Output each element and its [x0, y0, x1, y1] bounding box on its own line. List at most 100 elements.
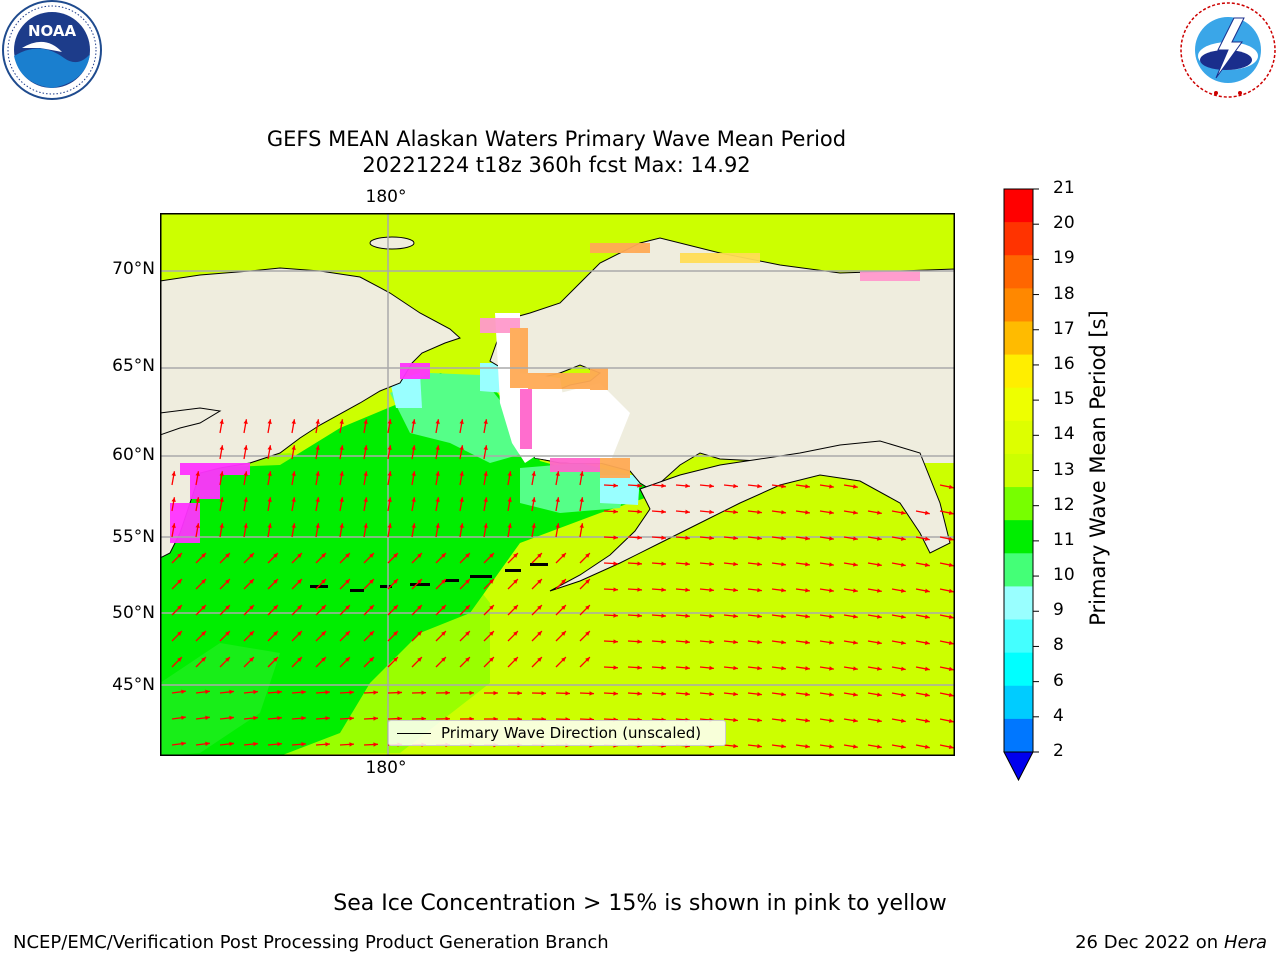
wave-arrow-head: [561, 631, 566, 636]
colorbar-tick-label: 6: [1053, 670, 1064, 691]
wave-arrow-head: [181, 741, 186, 746]
colorbar-segment: [1004, 520, 1033, 554]
wave-arrow-head: [441, 657, 446, 662]
wave-arrow-head: [757, 665, 762, 671]
wave-arrow-head: [315, 497, 320, 503]
wave-arrow-head: [805, 484, 810, 489]
wave-arrow-head: [805, 718, 810, 723]
wave-arrow-head: [876, 588, 882, 593]
wave-arrow-head: [948, 692, 954, 698]
wave-arrow-head: [345, 605, 350, 610]
colorbar-tick-label: 12: [1053, 494, 1075, 515]
wave-arrow-head: [900, 666, 906, 671]
wave-arrow-head: [924, 640, 930, 645]
wave-arrow-head: [513, 553, 518, 558]
wave-arrow-head: [561, 605, 566, 610]
wave-arrow-head: [393, 605, 398, 610]
wave-arrow-head: [757, 717, 762, 723]
wave-arrow-head: [339, 419, 344, 425]
wave-arrow-head: [781, 718, 786, 723]
wave-arrow-head: [387, 523, 392, 529]
colorbar-segment: [1004, 321, 1033, 356]
wave-arrow-head: [757, 561, 762, 567]
wave-arrow-head: [229, 689, 234, 695]
wave-arrow-head: [924, 744, 930, 749]
wave-zone-cyan: [600, 475, 640, 505]
wave-arrow-head: [733, 509, 738, 515]
wave-arrow-head: [613, 535, 618, 540]
wave-arrow-head: [709, 561, 714, 567]
wave-arrow-head: [531, 523, 536, 529]
colorbar-tick-label: 14: [1053, 424, 1075, 445]
wave-arrow-head: [339, 523, 344, 529]
wave-arrow-head: [273, 605, 278, 610]
wave-arrow-head: [315, 445, 320, 451]
wave-arrow-head: [393, 657, 398, 662]
wave-arrow-head: [297, 657, 302, 662]
wave-arrow-head: [853, 718, 858, 723]
wave-arrow-head: [585, 657, 590, 662]
wave-arrow-head: [948, 510, 954, 516]
wave-arrow-head: [489, 579, 494, 584]
wave-arrow-head: [489, 631, 494, 636]
wave-arrow-head: [417, 657, 422, 662]
wave-arrow-head: [613, 691, 618, 696]
wave-arrow-head: [177, 553, 182, 558]
wave-arrow-head: [507, 497, 512, 503]
chart-title: GEFS MEAN Alaskan Waters Primary Wave Me…: [266, 127, 847, 151]
colorbar-segment: [1004, 222, 1033, 256]
wave-arrow-head: [661, 665, 666, 670]
wave-arrow-head: [513, 657, 518, 662]
wave-arrow-head: [537, 657, 542, 662]
colorbar-tick-label: 15: [1053, 389, 1075, 410]
colorbar-tick-label: 4: [1053, 705, 1064, 726]
wave-arrow-head: [733, 743, 738, 749]
wave-arrow-head: [733, 639, 738, 645]
wave-arrow-head: [733, 587, 738, 593]
wave-arrow-head: [417, 631, 422, 636]
wave-arrow-head: [243, 445, 248, 451]
wave-arrow-head: [781, 536, 786, 541]
wave-arrow-head: [853, 510, 858, 515]
wave-arrow-head: [781, 510, 786, 515]
wave-arrow-head: [805, 640, 810, 645]
wave-arrow-head: [493, 690, 498, 696]
wave-arrow-head: [585, 631, 590, 636]
wave-arrow-head: [685, 483, 690, 488]
colorbar-tick-label: 21: [1053, 178, 1075, 198]
wave-arrow-head: [387, 445, 392, 451]
wave-arrow-head: [585, 605, 590, 610]
wave-arrow-head: [733, 561, 738, 567]
wave-arrow-head: [637, 535, 642, 540]
wave-arrow-head: [829, 536, 834, 541]
wave-arrow-head: [876, 718, 882, 723]
wave-arrow-head: [537, 579, 542, 584]
wave-arrow-head: [637, 483, 642, 488]
wave-arrow-head: [709, 535, 714, 541]
wave-arrow-head: [541, 691, 546, 696]
wave-arrow-head: [177, 605, 182, 610]
wave-arrow-head: [393, 553, 398, 558]
wave-arrow-head: [661, 613, 666, 618]
wave-arrow-head: [924, 536, 930, 541]
wave-arrow-head: [315, 523, 320, 529]
wave-arrow-head: [924, 718, 930, 723]
wave-arrow-head: [781, 666, 786, 671]
wave-arrow-head: [781, 640, 786, 645]
wave-arrow-head: [661, 483, 666, 488]
wave-arrow-head: [435, 445, 440, 451]
wave-arrow-head: [661, 639, 666, 644]
colorbar-tick-label: 17: [1053, 318, 1075, 339]
wave-arrow-head: [555, 523, 560, 529]
host-name: Hera: [1223, 932, 1267, 953]
wave-arrow-head: [465, 631, 470, 636]
colorbar-tick-label: 18: [1053, 283, 1075, 304]
colorbar-segment: [1004, 420, 1033, 455]
wave-arrow-head: [225, 579, 230, 584]
wave-arrow-head: [531, 471, 536, 477]
wave-arrow-head: [297, 553, 302, 558]
wave-arrow-head: [876, 692, 882, 697]
wave-arrow-head: [291, 445, 296, 451]
wave-arrow-head: [363, 523, 368, 529]
wave-arrow-head: [613, 561, 618, 566]
